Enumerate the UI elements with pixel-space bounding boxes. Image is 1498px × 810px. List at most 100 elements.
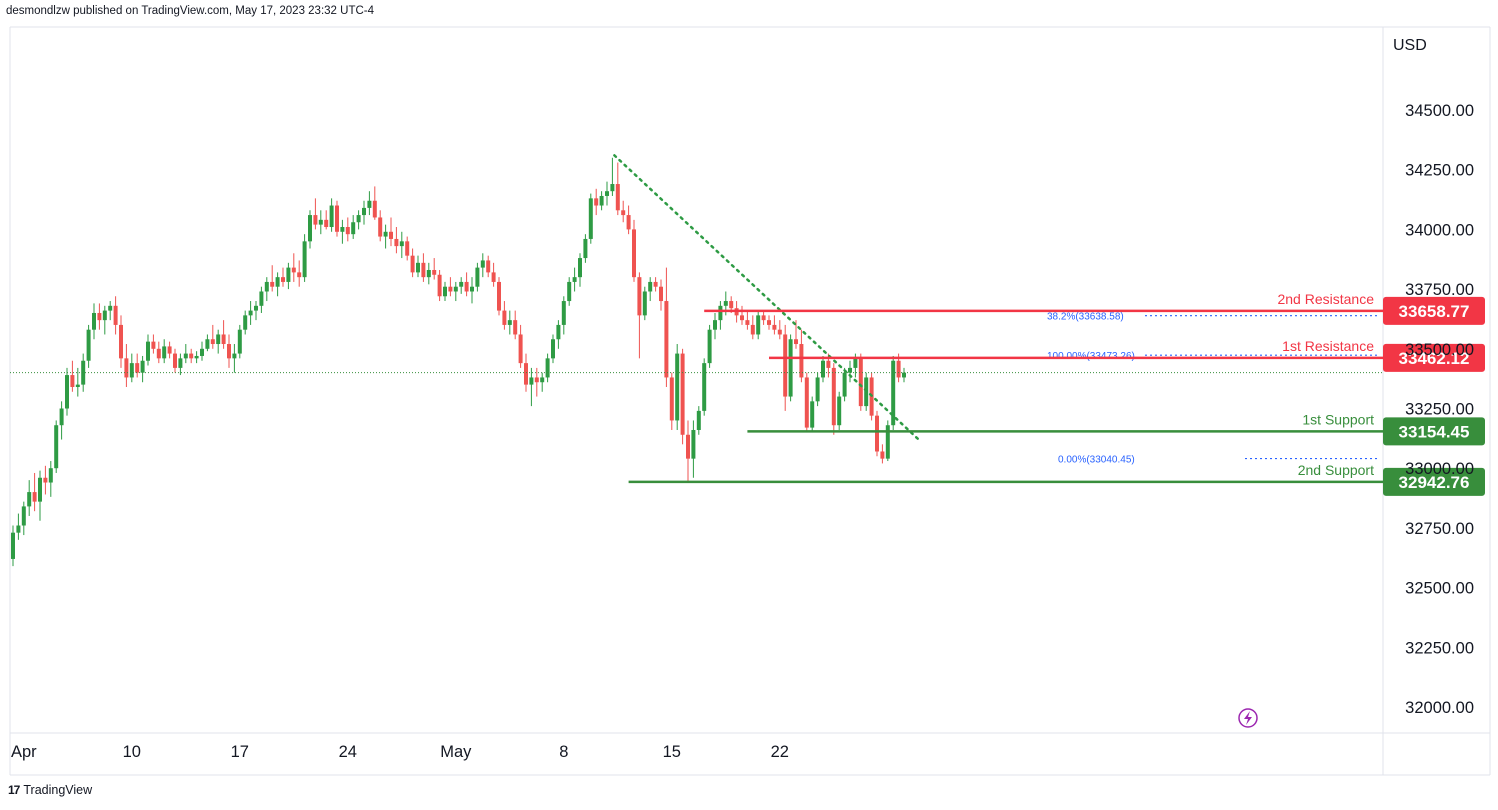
- resistance-price-tag: 33658.77: [1383, 296, 1485, 325]
- candle: [200, 341, 204, 361]
- descending-trendline[interactable]: [613, 154, 923, 444]
- candle: [324, 210, 329, 230]
- candle-body: [637, 277, 642, 316]
- candle: [718, 301, 723, 330]
- resistance-label: 2nd Resistance: [1277, 291, 1374, 307]
- candle-body: [173, 353, 177, 368]
- levels-layer: 38.2%(33638.58)100.00%(33473.26)0.00%(33…: [10, 154, 1485, 496]
- candle-body: [313, 215, 318, 225]
- candle: [281, 267, 285, 287]
- candle: [140, 355, 145, 383]
- candle: [804, 372, 809, 433]
- candle: [38, 470, 42, 521]
- candle-body: [718, 305, 723, 321]
- candle: [86, 324, 91, 368]
- candle: [464, 272, 469, 297]
- candle-body: [259, 291, 264, 306]
- candle: [621, 200, 626, 223]
- candle: [653, 277, 658, 292]
- time-axis: Apr 10 17 24 May 8 15 22: [11, 743, 789, 761]
- candle-body: [605, 191, 609, 196]
- candle-body: [561, 301, 566, 325]
- candle: [583, 234, 588, 263]
- candle-body: [237, 329, 242, 354]
- candle: [561, 296, 566, 335]
- candle-body: [102, 310, 107, 321]
- candle-body: [119, 324, 123, 359]
- candle: [810, 396, 815, 433]
- candle: [97, 303, 102, 330]
- candle: [378, 210, 383, 242]
- candle: [21, 501, 26, 536]
- candle-body: [686, 434, 690, 459]
- candle: [686, 420, 690, 483]
- candle-body: [210, 339, 215, 345]
- candle: [437, 269, 442, 302]
- candle: [329, 198, 334, 232]
- candle: [383, 224, 388, 249]
- candle: [210, 324, 215, 349]
- candle: [54, 420, 59, 473]
- candle: [756, 310, 761, 340]
- candle-body: [340, 227, 345, 232]
- candle: [540, 372, 545, 392]
- candle: [65, 367, 69, 416]
- candle-body: [178, 358, 183, 368]
- y-tick-label: 32500.00: [1405, 580, 1474, 598]
- candle-body: [389, 231, 393, 239]
- candle-body: [351, 222, 356, 235]
- candle: [275, 272, 280, 297]
- candle: [821, 355, 825, 383]
- candle-body: [92, 312, 96, 330]
- candle-body: [54, 425, 59, 469]
- candle-body: [70, 375, 75, 388]
- candle-body: [11, 532, 15, 559]
- candle-body: [194, 355, 199, 359]
- y-tick-label: 33750.00: [1405, 281, 1474, 299]
- candle-body: [583, 238, 588, 259]
- candle-body: [572, 277, 577, 282]
- candle: [243, 310, 248, 335]
- y-tick-label: 32000.00: [1405, 699, 1474, 717]
- x-tick-label: May: [440, 743, 472, 761]
- candle-body: [707, 329, 712, 364]
- candle: [529, 367, 534, 407]
- candle-body: [86, 329, 91, 361]
- candle: [659, 279, 663, 311]
- candle: [507, 310, 512, 335]
- candle: [567, 277, 572, 306]
- candle: [486, 255, 491, 278]
- candle-body: [831, 367, 836, 426]
- price-axis: 32000.00 32250.00 32500.00 32750.00 33000.00…: [1405, 102, 1474, 717]
- candle-body: [788, 339, 793, 397]
- resistance-price-tag: 33462.12: [1383, 343, 1485, 372]
- candle-body: [232, 353, 237, 359]
- x-tick-label: Apr: [11, 743, 37, 761]
- candle-body: [302, 241, 307, 278]
- candle-body: [534, 377, 539, 383]
- candle-body: [842, 372, 847, 397]
- candle: [48, 461, 53, 497]
- candle-body: [648, 281, 653, 292]
- support-label: 2nd Support: [1298, 462, 1374, 478]
- candle-body: [475, 267, 480, 287]
- candle-body: [21, 506, 26, 526]
- candle: [459, 277, 464, 294]
- candle-body: [399, 241, 404, 247]
- candle: [426, 262, 431, 285]
- candle-body: [696, 410, 701, 430]
- candle-body: [902, 372, 906, 378]
- candle-body: [124, 358, 129, 378]
- candle: [502, 301, 507, 330]
- y-tick-label: 32750.00: [1405, 520, 1474, 538]
- candle: [254, 301, 258, 321]
- candle: [189, 348, 194, 364]
- candle-body: [432, 269, 437, 275]
- tradingview-logo-icon: 17: [8, 783, 20, 797]
- lightning-icon[interactable]: [1238, 708, 1258, 728]
- candle: [713, 312, 717, 340]
- candle-body: [426, 269, 431, 278]
- candle: [578, 253, 582, 287]
- candle: [902, 367, 906, 383]
